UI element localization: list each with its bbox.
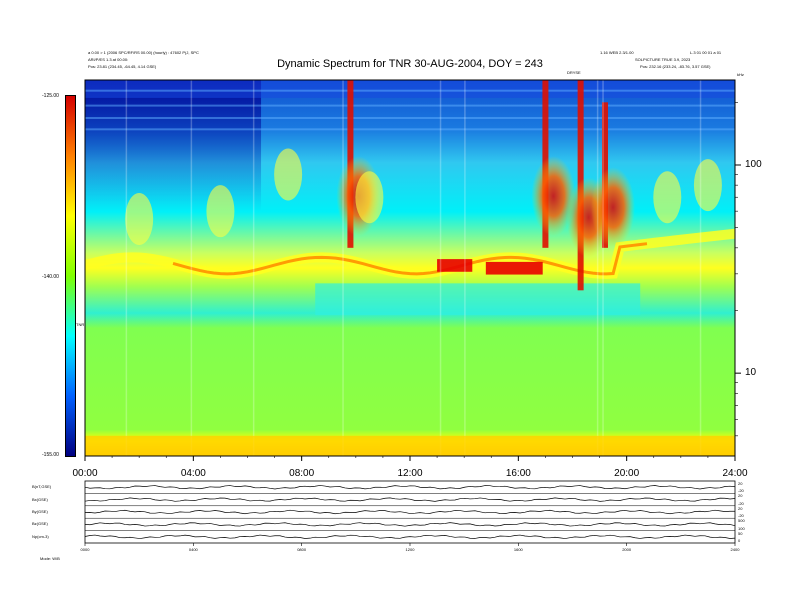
panel-x-tick-label: 0800 [297,547,307,552]
band-bottom [85,435,735,456]
panel-trace-1 [84,497,736,502]
panel-right-tick: -20 [738,488,744,494]
panel-row-label: Bz(GSE) [32,521,48,527]
vertical-streak-8 [699,80,702,456]
panel-trace-2 [84,509,735,515]
event-marker-label: DRYSE [567,70,581,75]
panel-right-tick: 0 [738,538,741,543]
vertical-streak-2 [252,80,255,456]
cyan-region [315,283,641,316]
header-info-right-line2: L.3 01 00 01 a 01 [690,50,722,55]
drift-feature-2 [125,193,154,246]
drift-feature-3 [206,185,235,238]
band-top-blue [85,80,735,98]
strong-emission-0 [437,259,473,272]
vertical-streak-3 [342,80,344,456]
panel-right-tick: 20 [738,481,743,486]
drift-feature-5 [693,159,722,212]
x-tick-label: 20:00 [614,468,640,479]
strong-emission-1 [485,261,543,275]
burst-glow-3 [591,167,635,248]
x-tick-label: 16:00 [505,468,531,479]
x-tick-label: 00:00 [72,468,98,479]
vertical-streak-4 [439,80,442,456]
header-info-left-line2: ARI/P/ES 1.3 at 00.00: [88,57,129,62]
header-info-right-line1: 1.16 WEB 2.3/1.00 [600,50,634,55]
drift-feature-4 [653,171,682,224]
emission-line [172,242,648,276]
panel-right-tick: 50 [738,530,743,536]
chart-title: Dynamic Spectrum for TNR 30-AUG-2004, DO… [277,58,543,70]
panel-right-tick: 100 [738,525,745,531]
header-info-right-line3: SOLPICTURE TRUE 3.9, 2023 [635,57,691,62]
panel-right-tick: 20 [738,505,743,511]
band-striation [85,128,735,131]
vertical-streak-5 [464,80,466,456]
panel-trace-3 [84,522,736,527]
panel-row-label: Bx(GSE) [32,496,48,502]
y-tick-label: 100 [745,158,762,170]
khz-unit-label: kHz [737,72,744,77]
band-striation [85,89,735,92]
x-tick-label: 04:00 [180,468,206,479]
colorbar-tick-bottom: -155.00 [42,452,59,458]
vertical-streak-6 [596,80,599,456]
y-tick-label: 10 [745,367,757,379]
x-tick-label: 24:00 [722,468,748,479]
panel-x-tick-label: 0400 [188,547,198,552]
colorbar-label: TNR [76,322,85,327]
panel-right-tick: 20 [738,493,743,499]
panel-x-tick-label: 0000 [80,547,90,552]
panel-x-tick-label: 1600 [513,547,523,552]
colorbar-tick-mid: -140.00 [42,274,59,280]
band-striation [85,104,735,107]
color-scale-bar [65,95,76,457]
header-info-left-line3: Pos: 23.81 (234.45, -64.45, 4.14 GSE) [88,64,157,69]
panel-right-tick: -20 [738,500,744,506]
band-dark-early [85,80,262,212]
vertical-streak-7 [602,80,604,456]
header-info-right-line4: Pos: 232.16 (233.24, -83.76, 3.57 GSE) [640,64,711,69]
panel-trace-0 [84,485,736,490]
panel-x-tick-label: 1200 [405,547,415,552]
x-tick-label: 12:00 [397,468,423,479]
x-tick-label: 08:00 [289,468,315,479]
vertical-streak-1 [190,80,193,456]
colorbar-tick-top: -125.00 [42,93,59,99]
panel-right-tick: 500 [738,518,745,524]
panel-x-tick-label: 2400 [730,547,740,552]
panel-x-tick-label: 2000 [622,547,632,552]
panel-row-label: Np(cm-3) [32,533,49,539]
header-info-left-line1: a 0.00 > 1 (2006 SPC/RF/RS 00.00) (hourl… [88,50,199,55]
drift-feature-1 [355,171,384,224]
panel-row-label: By(GSE) [32,509,48,514]
burst-glow-1 [531,156,576,237]
panel-row-label: B(nT,GSE) [32,484,52,490]
panel-trace-4 [84,534,736,539]
drift-feature-0 [274,148,303,201]
panel-right-tick: -20 [738,513,744,519]
band-striation [85,117,735,120]
footer-mode-label: Mode: W/B [40,556,60,561]
vertical-streak-0 [125,80,128,456]
